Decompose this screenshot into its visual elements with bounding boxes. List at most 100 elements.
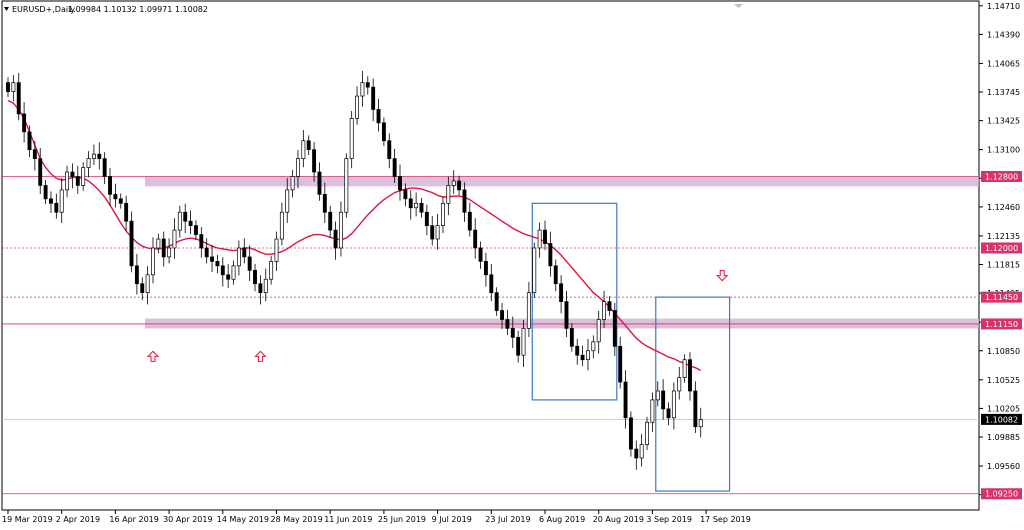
candle[interactable] — [6, 77, 10, 97]
candle[interactable] — [682, 354, 687, 383]
candle[interactable] — [322, 182, 327, 223]
candle[interactable] — [312, 142, 317, 182]
candle[interactable] — [75, 165, 80, 194]
candle[interactable] — [698, 407, 703, 438]
candle[interactable] — [505, 309, 510, 335]
candle[interactable] — [661, 379, 666, 420]
candle[interactable] — [279, 202, 284, 246]
candle[interactable] — [263, 268, 268, 302]
candle[interactable] — [500, 303, 504, 330]
candle[interactable] — [65, 165, 70, 198]
candle[interactable] — [140, 277, 145, 301]
candle[interactable] — [274, 231, 279, 272]
candle[interactable] — [210, 245, 215, 273]
candle[interactable] — [677, 366, 682, 400]
candle[interactable] — [387, 133, 392, 169]
candle[interactable] — [301, 130, 306, 168]
candle[interactable] — [172, 218, 177, 259]
candle[interactable] — [580, 345, 585, 367]
candle[interactable] — [489, 264, 494, 302]
candle[interactable] — [623, 370, 628, 429]
candle[interactable] — [118, 193, 123, 209]
candle[interactable] — [215, 254, 220, 274]
candle[interactable] — [108, 167, 112, 207]
candle[interactable] — [510, 316, 515, 349]
candle[interactable] — [414, 192, 419, 217]
candle[interactable] — [194, 220, 198, 240]
candle[interactable] — [403, 183, 408, 207]
candle[interactable] — [457, 175, 462, 196]
scroll-marker-icon[interactable] — [734, 4, 743, 8]
candle[interactable] — [253, 263, 257, 292]
candle[interactable] — [634, 440, 639, 470]
menu-triangle-icon[interactable] — [4, 7, 9, 11]
candle[interactable] — [102, 152, 107, 184]
candle[interactable] — [290, 170, 295, 198]
candle[interactable] — [333, 221, 338, 260]
candle[interactable] — [38, 147, 43, 194]
candle[interactable] — [59, 178, 64, 223]
candle[interactable] — [575, 338, 580, 365]
candle[interactable] — [526, 281, 531, 337]
candle[interactable] — [134, 254, 139, 295]
candle[interactable] — [408, 190, 413, 220]
candle[interactable] — [365, 76, 370, 95]
candle[interactable] — [328, 205, 333, 238]
candle[interactable] — [81, 162, 86, 191]
supply-demand-zone[interactable] — [145, 318, 979, 329]
candle[interactable] — [242, 238, 247, 264]
candle[interactable] — [226, 264, 231, 288]
candle[interactable] — [344, 153, 349, 218]
candle[interactable] — [86, 151, 91, 178]
candle[interactable] — [317, 162, 322, 201]
candle[interactable] — [296, 150, 300, 189]
candle[interactable] — [27, 125, 32, 158]
consolidation-box[interactable] — [531, 202, 618, 401]
candle[interactable] — [516, 330, 521, 363]
candle[interactable] — [532, 242, 537, 299]
candle[interactable] — [655, 381, 660, 407]
candle[interactable] — [430, 215, 435, 246]
supply-demand-zone[interactable] — [145, 176, 979, 187]
candle[interactable] — [349, 110, 354, 169]
candle[interactable] — [666, 402, 671, 426]
candle[interactable] — [693, 381, 698, 434]
candle[interactable] — [97, 142, 102, 170]
candle[interactable] — [446, 176, 451, 216]
candle[interactable] — [231, 260, 236, 285]
candle[interactable] — [199, 227, 204, 258]
consolidation-box[interactable] — [655, 296, 731, 492]
candle[interactable] — [639, 433, 644, 467]
candle[interactable] — [32, 141, 37, 171]
candle[interactable] — [392, 148, 397, 183]
candle[interactable] — [569, 323, 574, 352]
candle[interactable] — [70, 163, 75, 189]
candle[interactable] — [338, 201, 343, 257]
candle[interactable] — [419, 197, 424, 218]
candle[interactable] — [596, 310, 601, 354]
candle[interactable] — [628, 411, 633, 457]
candle[interactable] — [451, 170, 456, 194]
candle[interactable] — [371, 78, 376, 122]
candle[interactable] — [145, 266, 150, 305]
candle[interactable] — [688, 352, 692, 401]
candle[interactable] — [478, 241, 483, 269]
candle[interactable] — [559, 275, 564, 314]
candle[interactable] — [129, 211, 134, 273]
candle[interactable] — [376, 98, 381, 132]
candle[interactable] — [467, 202, 472, 237]
candle[interactable] — [161, 231, 166, 267]
candle[interactable] — [586, 338, 590, 371]
candle[interactable] — [553, 259, 558, 292]
candle[interactable] — [650, 392, 655, 432]
candle[interactable] — [591, 335, 596, 359]
candle[interactable] — [151, 237, 155, 284]
candle[interactable] — [247, 245, 252, 282]
candle[interactable] — [618, 336, 623, 389]
candle[interactable] — [435, 213, 440, 250]
candle[interactable] — [607, 296, 612, 316]
candle[interactable] — [167, 238, 172, 264]
candle[interactable] — [398, 164, 402, 201]
candle[interactable] — [645, 416, 649, 450]
candle[interactable] — [91, 144, 96, 166]
